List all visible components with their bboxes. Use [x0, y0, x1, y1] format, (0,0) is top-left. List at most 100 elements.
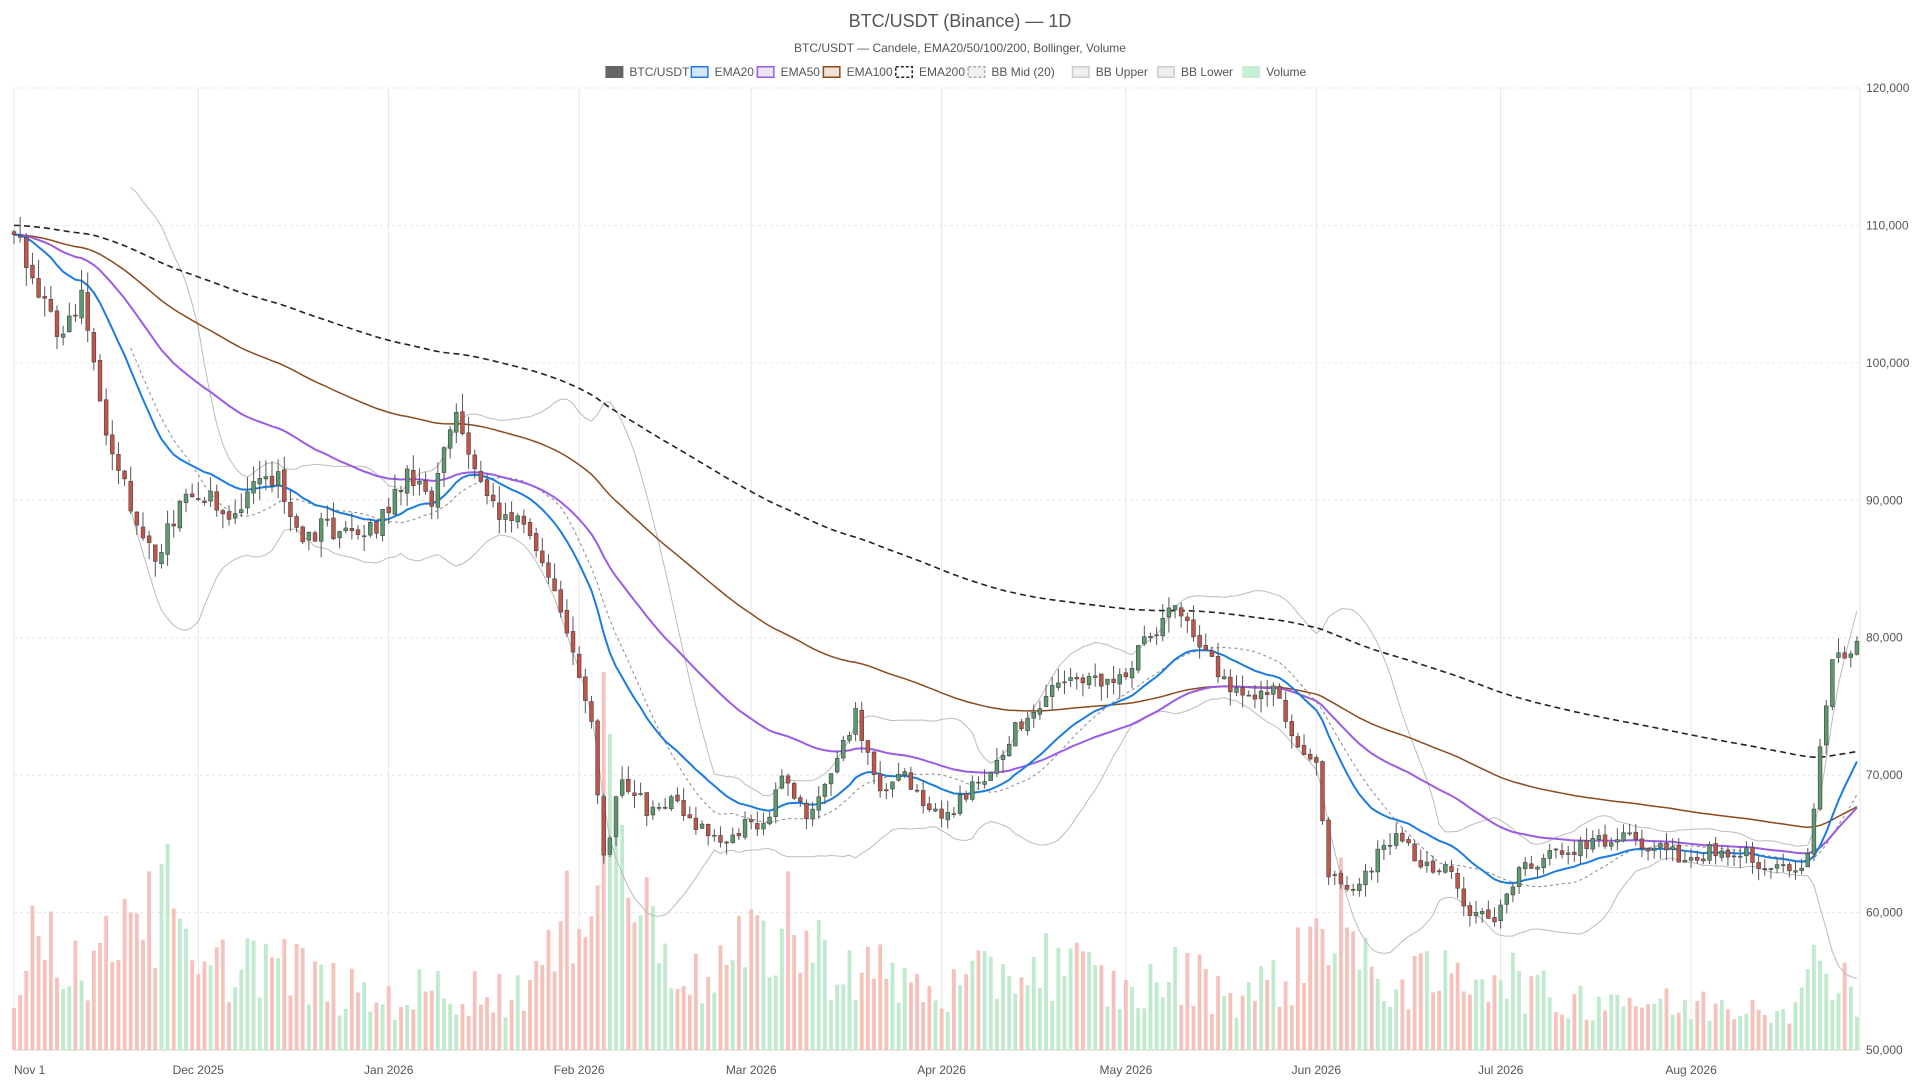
- candle: [810, 801, 815, 827]
- volume-bar: [951, 969, 956, 1050]
- volume-bar: [1523, 1013, 1528, 1050]
- candlesticks: [11, 216, 1860, 929]
- candle: [1326, 817, 1331, 886]
- volume-bar: [337, 1015, 342, 1050]
- candle-body: [1559, 850, 1565, 855]
- volume-bar: [1326, 965, 1331, 1050]
- candle: [1750, 842, 1755, 874]
- candle-body: [957, 794, 963, 814]
- candle: [312, 530, 318, 542]
- candle-body: [1338, 872, 1344, 885]
- candle-body: [1695, 856, 1700, 861]
- candle-body: [902, 771, 907, 776]
- candle-body: [1314, 757, 1319, 763]
- volume-bar: [1388, 1006, 1392, 1050]
- candle: [368, 519, 373, 538]
- candle: [325, 505, 330, 527]
- candle-body: [1817, 746, 1823, 810]
- candle-body: [761, 823, 766, 830]
- volume-bar: [552, 971, 557, 1050]
- candle-body: [1572, 851, 1577, 855]
- candle: [490, 482, 496, 508]
- candle: [1596, 828, 1602, 848]
- candle: [1578, 836, 1583, 864]
- volume-bar: [675, 988, 680, 1050]
- candle-body: [890, 781, 895, 790]
- candle: [1271, 682, 1276, 707]
- volume-bar: [786, 871, 790, 1050]
- candle-body: [779, 775, 785, 789]
- volume-bar: [1781, 1008, 1786, 1050]
- candle: [239, 493, 244, 517]
- candle-body: [1738, 855, 1743, 858]
- volume-bar: [1517, 971, 1521, 1050]
- candle: [970, 775, 975, 802]
- volume-bar: [1050, 1000, 1055, 1050]
- volume-bar: [515, 975, 520, 1050]
- candle: [122, 469, 127, 486]
- candle-body: [1652, 847, 1657, 851]
- candle: [908, 766, 914, 791]
- candle-body: [718, 835, 723, 843]
- volume-bar: [1529, 976, 1534, 1050]
- candle: [742, 811, 748, 840]
- candle-body: [288, 501, 293, 518]
- candle-body: [1135, 645, 1141, 671]
- volume-bar: [650, 905, 655, 1050]
- candle-body: [945, 811, 950, 821]
- volume-bar: [1056, 947, 1061, 1050]
- candle-body: [484, 479, 490, 496]
- volume-bar: [171, 908, 176, 1050]
- volume-bar: [804, 930, 809, 1050]
- volume-bar: [1572, 993, 1577, 1050]
- candle-body: [1043, 696, 1049, 707]
- candle-body: [951, 813, 957, 815]
- volume-bar: [829, 1000, 833, 1050]
- legend-label: EMA200: [919, 65, 965, 79]
- candle: [1234, 675, 1239, 697]
- candle-body: [466, 432, 471, 455]
- candle: [798, 794, 803, 807]
- candle: [318, 512, 324, 558]
- candle: [1289, 714, 1294, 749]
- candle-body: [1731, 855, 1737, 858]
- candle: [1295, 732, 1301, 748]
- candle-body: [1000, 754, 1006, 760]
- volume-bar: [669, 988, 674, 1050]
- candle: [1369, 867, 1374, 881]
- candle-body: [859, 709, 864, 741]
- volume-bar: [1007, 976, 1012, 1050]
- chart-subtitle: BTC/USDT — Candele, EMA20/50/100/200, Bo…: [794, 41, 1126, 55]
- candle: [67, 302, 72, 333]
- candle-body: [1455, 872, 1460, 889]
- candle: [380, 509, 385, 542]
- candle-body: [1707, 844, 1712, 861]
- candle: [1664, 832, 1669, 860]
- volume-bar: [42, 960, 47, 1050]
- volume-bar: [1695, 1001, 1700, 1050]
- candle-body: [1295, 736, 1301, 748]
- volume-bar: [730, 960, 735, 1050]
- candle-body: [103, 399, 109, 436]
- volume-bar: [356, 992, 360, 1050]
- volume-bar: [270, 957, 274, 1050]
- legend-swatch: [690, 66, 709, 78]
- candle: [251, 466, 256, 504]
- candle: [1731, 849, 1737, 866]
- volume-bar: [749, 909, 754, 1050]
- candle-body: [1086, 676, 1092, 685]
- candle-body: [1019, 721, 1024, 730]
- volume-bar: [392, 1020, 397, 1050]
- candle-body: [128, 480, 133, 512]
- volume-bar: [288, 995, 293, 1050]
- volume-bar: [1185, 952, 1190, 1050]
- candle-body: [251, 481, 256, 494]
- candle: [1307, 748, 1313, 762]
- candle: [79, 269, 84, 325]
- candle-body: [220, 510, 226, 515]
- legend: BTC/USDT EMA20 EMA50 EMA100 EMA200 BB Mid (20…: [605, 65, 1307, 79]
- candle: [1824, 699, 1829, 755]
- legend-swatch: [895, 66, 913, 78]
- candle-body: [122, 470, 127, 480]
